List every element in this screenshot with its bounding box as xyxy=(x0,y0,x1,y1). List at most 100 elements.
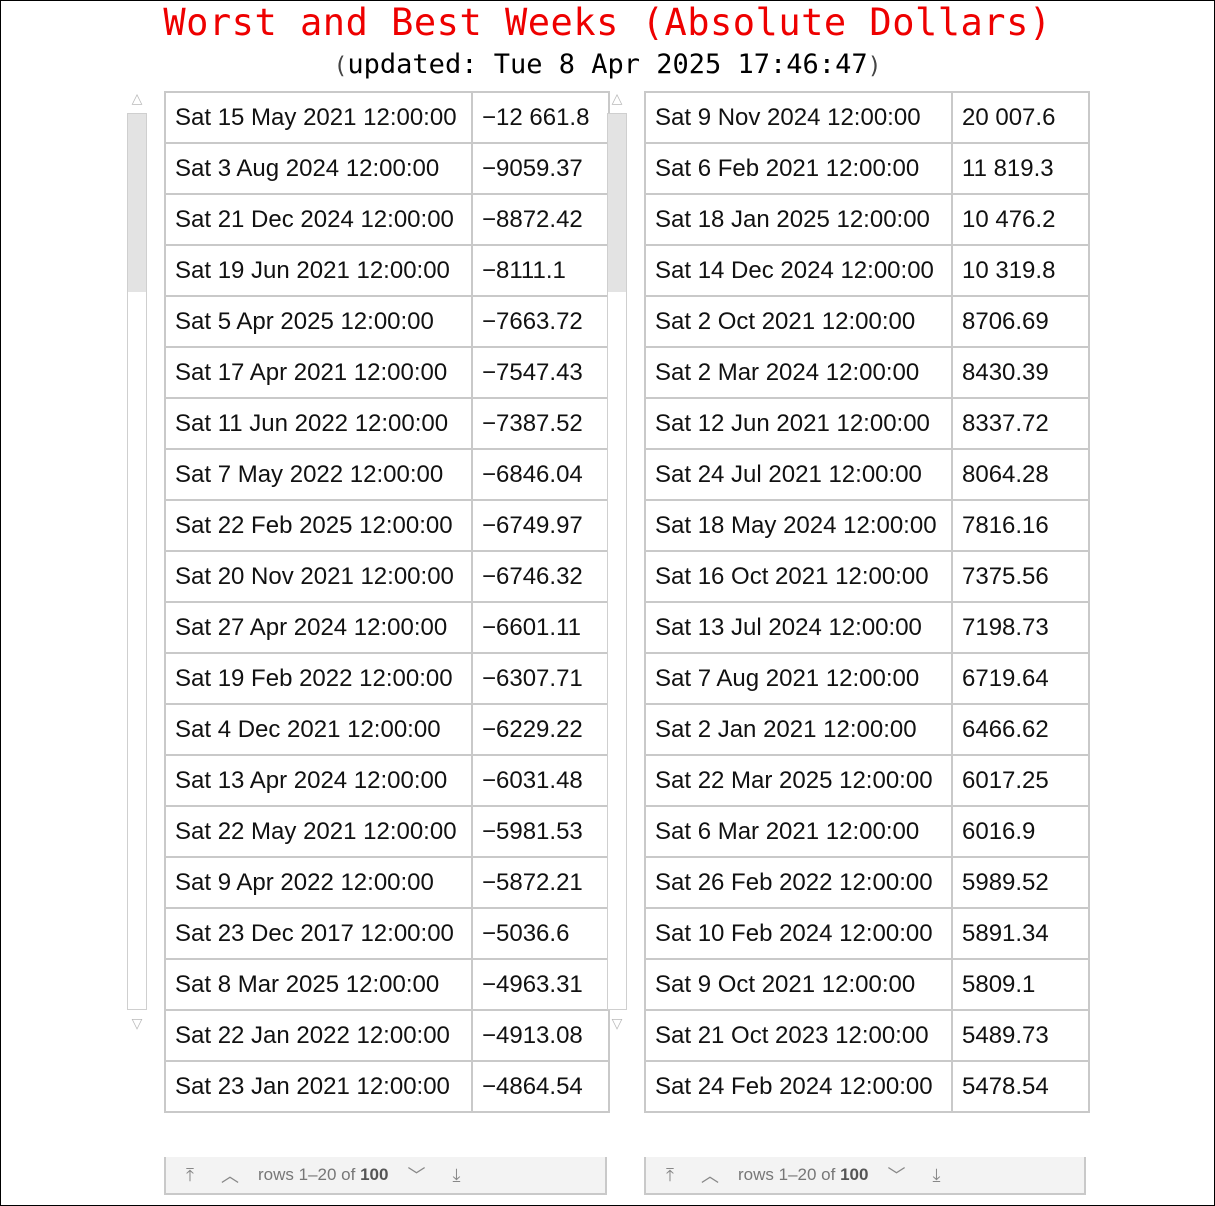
table-row: Sat 4 Dec 2021 12:00:00 −6229.22 xyxy=(164,703,610,756)
table-row: Sat 24 Jul 2021 12:00:00 8064.28 xyxy=(644,448,1090,501)
table-row: Sat 24 Feb 2024 12:00:00 5478.54 xyxy=(644,1060,1090,1113)
table-row: Sat 19 Feb 2022 12:00:00 −6307.71 xyxy=(164,652,610,705)
table-row: Sat 20 Nov 2021 12:00:00 −6746.32 xyxy=(164,550,610,603)
week-value-cell: 8706.69 xyxy=(951,295,1090,348)
week-date-cell: Sat 4 Dec 2021 12:00:00 xyxy=(164,703,473,756)
week-value-cell: 6017.25 xyxy=(951,754,1090,807)
week-date-cell: Sat 13 Jul 2024 12:00:00 xyxy=(644,601,953,654)
week-value-cell: 5891.34 xyxy=(951,907,1090,960)
week-date-cell: Sat 6 Feb 2021 12:00:00 xyxy=(644,142,953,195)
week-value-cell: 8430.39 xyxy=(951,346,1090,399)
scroll-thumb[interactable] xyxy=(608,114,626,292)
week-value-cell: 6016.9 xyxy=(951,805,1090,858)
scroll-up-icon[interactable]: △ xyxy=(611,91,623,107)
table-row: Sat 23 Jan 2021 12:00:00 −4864.54 xyxy=(164,1060,610,1113)
week-value-cell: −8111.1 xyxy=(471,244,610,297)
week-value-cell: −9059.37 xyxy=(471,142,610,195)
week-value-cell: −7547.43 xyxy=(471,346,610,399)
week-value-cell: −6307.71 xyxy=(471,652,610,705)
week-value-cell: 20 007.6 xyxy=(951,91,1090,144)
updated-text: updated: Tue 8 Apr 2025 17:46:47 xyxy=(347,49,868,80)
week-date-cell: Sat 21 Dec 2024 12:00:00 xyxy=(164,193,473,246)
week-value-cell: −4963.31 xyxy=(471,958,610,1011)
table-row: Sat 19 Jun 2021 12:00:00 −8111.1 xyxy=(164,244,610,297)
scroll-down-icon[interactable]: ▽ xyxy=(611,1016,623,1032)
table-row: Sat 22 Mar 2025 12:00:00 6017.25 xyxy=(644,754,1090,807)
week-value-cell: 6466.62 xyxy=(951,703,1090,756)
title-text: Worst and Best Weeks xyxy=(163,1,619,44)
week-value-cell: −5872.21 xyxy=(471,856,610,909)
table-row: Sat 9 Nov 2024 12:00:00 20 007.6 xyxy=(644,91,1090,144)
table-row: Sat 8 Mar 2025 12:00:00 −4963.31 xyxy=(164,958,610,1011)
week-value-cell: 7375.56 xyxy=(951,550,1090,603)
previous-page-icon[interactable]: ︿ xyxy=(701,1166,719,1186)
week-date-cell: Sat 10 Feb 2024 12:00:00 xyxy=(644,907,953,960)
scroll-track[interactable] xyxy=(607,113,627,1010)
rows-total: 100 xyxy=(840,1165,869,1184)
table-row: Sat 13 Apr 2024 12:00:00 −6031.48 xyxy=(164,754,610,807)
updated-close-paren: ) xyxy=(867,53,882,79)
first-page-icon[interactable]: ⤒ xyxy=(666,1164,674,1185)
week-value-cell: −6601.11 xyxy=(471,601,610,654)
week-value-cell: −5981.53 xyxy=(471,805,610,858)
week-value-cell: 10 319.8 xyxy=(951,244,1090,297)
week-date-cell: Sat 24 Feb 2024 12:00:00 xyxy=(644,1060,953,1113)
table-row: Sat 9 Apr 2022 12:00:00 −5872.21 xyxy=(164,856,610,909)
week-value-cell: 5489.73 xyxy=(951,1009,1090,1062)
week-date-cell: Sat 19 Jun 2021 12:00:00 xyxy=(164,244,473,297)
worst-weeks-pane: △ ▽ Sat 15 May 2021 12:00:00 −12 661.8 Sat… xyxy=(127,91,610,1195)
week-date-cell: Sat 27 Apr 2024 12:00:00 xyxy=(164,601,473,654)
table-row: Sat 22 Jan 2022 12:00:00 −4913.08 xyxy=(164,1009,610,1062)
week-value-cell: −6229.22 xyxy=(471,703,610,756)
table-row: Sat 10 Feb 2024 12:00:00 5891.34 xyxy=(644,907,1090,960)
updated-open-paren: ( xyxy=(333,53,348,79)
next-page-icon[interactable]: ﹀ xyxy=(887,1166,906,1186)
table-row: Sat 2 Mar 2024 12:00:00 8430.39 xyxy=(644,346,1090,399)
rows-total: 100 xyxy=(360,1165,389,1184)
page-title: Worst and Best Weeks (Absolute Dollars) xyxy=(0,0,1215,46)
worst-pagination: ⤒ ︿ rows 1–20 of 100 ﹀ ⤓ xyxy=(164,1157,607,1195)
week-value-cell: −6031.48 xyxy=(471,754,610,807)
week-date-cell: Sat 7 May 2022 12:00:00 xyxy=(164,448,473,501)
week-date-cell: Sat 2 Oct 2021 12:00:00 xyxy=(644,295,953,348)
week-date-cell: Sat 18 May 2024 12:00:00 xyxy=(644,499,953,552)
table-row: Sat 21 Oct 2023 12:00:00 5489.73 xyxy=(644,1009,1090,1062)
week-value-cell: 5809.1 xyxy=(951,958,1090,1011)
table-row: Sat 17 Apr 2021 12:00:00 −7547.43 xyxy=(164,346,610,399)
week-value-cell: −6846.04 xyxy=(471,448,610,501)
scroll-track[interactable] xyxy=(127,113,147,1010)
previous-page-icon[interactable]: ︿ xyxy=(221,1166,239,1186)
best-weeks-pane: △ ▽ Sat 9 Nov 2024 12:00:00 20 007.6 Sat 6… xyxy=(607,91,1090,1195)
week-date-cell: Sat 20 Nov 2021 12:00:00 xyxy=(164,550,473,603)
scroll-thumb[interactable] xyxy=(128,114,146,292)
scroll-down-icon[interactable]: ▽ xyxy=(131,1016,143,1032)
updated-timestamp: (updated: Tue 8 Apr 2025 17:46:47) xyxy=(0,47,1215,84)
scroll-up-icon[interactable]: △ xyxy=(131,91,143,107)
week-date-cell: Sat 3 Aug 2024 12:00:00 xyxy=(164,142,473,195)
table-row: Sat 15 May 2021 12:00:00 −12 661.8 xyxy=(164,91,610,144)
worst-scrollbar[interactable]: △ ▽ xyxy=(127,91,147,1036)
week-date-cell: Sat 7 Aug 2021 12:00:00 xyxy=(644,652,953,705)
table-row: Sat 9 Oct 2021 12:00:00 5809.1 xyxy=(644,958,1090,1011)
week-date-cell: Sat 9 Apr 2022 12:00:00 xyxy=(164,856,473,909)
week-value-cell: −7387.52 xyxy=(471,397,610,450)
week-value-cell: 8337.72 xyxy=(951,397,1090,450)
week-value-cell: 10 476.2 xyxy=(951,193,1090,246)
week-date-cell: Sat 16 Oct 2021 12:00:00 xyxy=(644,550,953,603)
table-row: Sat 22 Feb 2025 12:00:00 −6749.97 xyxy=(164,499,610,552)
title-paren-text: (Absolute Dollars) xyxy=(641,1,1052,44)
week-date-cell: Sat 12 Jun 2021 12:00:00 xyxy=(644,397,953,450)
worst-weeks-table: Sat 15 May 2021 12:00:00 −12 661.8 Sat 3 A… xyxy=(164,91,610,1113)
table-row: Sat 11 Jun 2022 12:00:00 −7387.52 xyxy=(164,397,610,450)
week-date-cell: Sat 21 Oct 2023 12:00:00 xyxy=(644,1009,953,1062)
last-page-icon[interactable]: ⤓ xyxy=(932,1164,941,1185)
first-page-icon[interactable]: ⤒ xyxy=(186,1164,194,1185)
next-page-icon[interactable]: ﹀ xyxy=(407,1166,426,1186)
last-page-icon[interactable]: ⤓ xyxy=(452,1164,461,1185)
week-date-cell: Sat 2 Jan 2021 12:00:00 xyxy=(644,703,953,756)
week-date-cell: Sat 17 Apr 2021 12:00:00 xyxy=(164,346,473,399)
best-scrollbar[interactable]: △ ▽ xyxy=(607,91,627,1036)
week-date-cell: Sat 26 Feb 2022 12:00:00 xyxy=(644,856,953,909)
rows-range-label: rows 1–20 of 100 xyxy=(738,1165,869,1184)
week-value-cell: 6719.64 xyxy=(951,652,1090,705)
